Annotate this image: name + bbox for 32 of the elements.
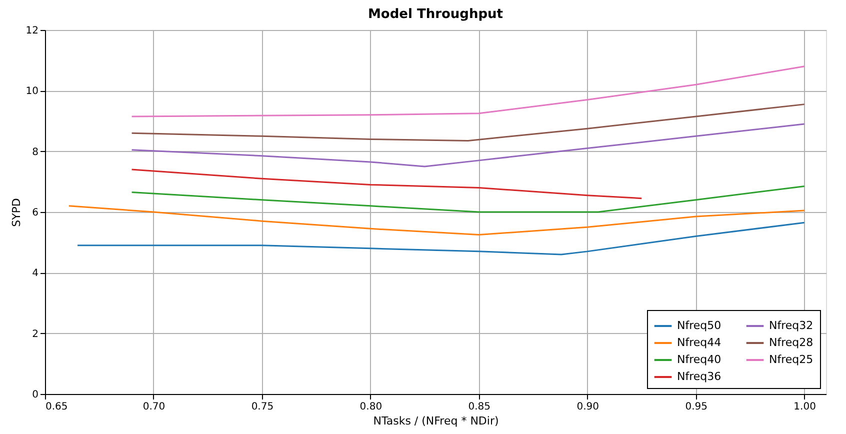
x-tick-label: 0.95 bbox=[685, 402, 708, 412]
y-tick-label: 8 bbox=[32, 146, 38, 158]
y-tick-label: 6 bbox=[32, 208, 38, 218]
y-tick-label: 2 bbox=[32, 328, 38, 340]
y-tick-label: 0 bbox=[32, 390, 38, 400]
x-tick-label: 0.80 bbox=[360, 402, 382, 412]
x-tick-label: 1.00 bbox=[794, 402, 816, 412]
line-series bbox=[76, 222, 806, 256]
line-series bbox=[131, 66, 806, 118]
x-tick-label: 0.90 bbox=[576, 402, 599, 412]
chart-title: Model Throughput bbox=[368, 7, 504, 22]
y-tick-label: 12 bbox=[26, 26, 38, 36]
x-tick-label: 0.75 bbox=[251, 402, 274, 412]
line-series bbox=[131, 104, 806, 142]
line-series bbox=[131, 123, 806, 168]
line-series bbox=[131, 168, 642, 200]
y-tick-label: 10 bbox=[26, 86, 38, 98]
line-series bbox=[68, 205, 806, 236]
x-tick-label: 0.70 bbox=[142, 402, 166, 412]
legend-label: Nfreq25 bbox=[769, 353, 814, 366]
x-axis-title: NTasks / (NFreq * NDir) bbox=[373, 414, 499, 428]
y-axis-title: SYPD bbox=[10, 198, 23, 227]
legend-label: Nfreq32 bbox=[769, 319, 814, 332]
y-tick-label: 4 bbox=[32, 268, 38, 280]
line-series bbox=[131, 185, 806, 213]
legend-label: Nfreq44 bbox=[677, 336, 722, 349]
x-tick-label: 0.65 bbox=[46, 402, 68, 412]
legend-label: Nfreq28 bbox=[769, 336, 814, 349]
legend-label: Nfreq40 bbox=[677, 353, 722, 366]
x-tick-label: 0.85 bbox=[468, 402, 491, 412]
legend-label: Nfreq50 bbox=[677, 319, 722, 332]
legend-label: Nfreq36 bbox=[677, 370, 722, 383]
